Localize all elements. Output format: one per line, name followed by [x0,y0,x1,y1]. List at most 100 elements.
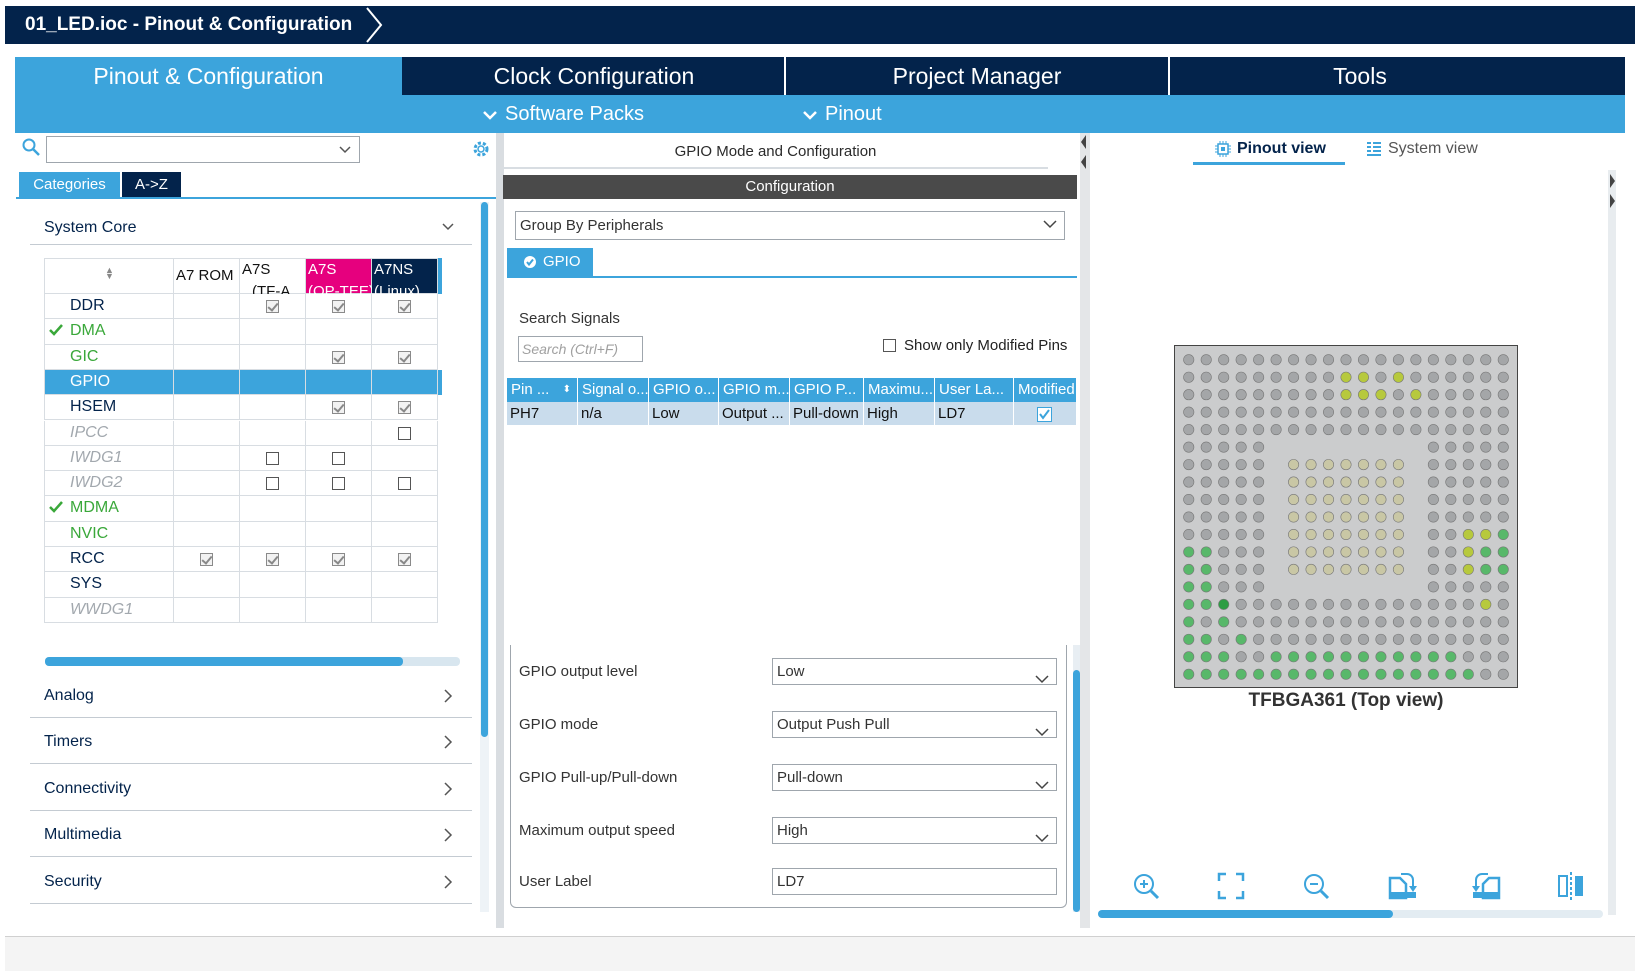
pin-ball[interactable] [1253,546,1265,558]
pin-ball[interactable] [1445,441,1457,453]
pin-ball[interactable] [1357,476,1369,488]
pin-ball[interactable] [1235,511,1247,523]
chevron-right-icon[interactable] [444,689,453,708]
grid-cell[interactable] [240,294,306,320]
pin-ball[interactable] [1270,406,1282,418]
pin-ball[interactable] [1462,616,1474,628]
pin-ball[interactable] [1235,459,1247,471]
pin-ball[interactable] [1200,494,1212,506]
pin-ball[interactable] [1375,563,1387,575]
pin-ball[interactable] [1270,668,1282,680]
pin-ball[interactable] [1410,371,1422,383]
grid-cell[interactable] [372,369,438,396]
pin-ball[interactable] [1480,598,1492,610]
grid-cell[interactable] [174,496,240,522]
pin-ball[interactable] [1183,668,1195,680]
pin-ball[interactable] [1305,511,1317,523]
pin-ball[interactable] [1305,459,1317,471]
pin-ball[interactable] [1218,528,1230,540]
pin-ball[interactable] [1183,511,1195,523]
pin-ball[interactable] [1445,651,1457,663]
pin-ball[interactable] [1288,494,1300,506]
pin-ball[interactable] [1270,424,1282,436]
category-security[interactable]: Security [44,873,102,890]
pin-ball[interactable] [1497,354,1509,366]
checked-checkbox[interactable] [332,300,345,313]
pin-ball[interactable] [1323,633,1335,645]
chevron-down-icon[interactable] [442,223,454,231]
pin-ball[interactable] [1305,494,1317,506]
pin-ball[interactable] [1462,476,1474,488]
category-multimedia[interactable]: Multimedia [44,826,122,843]
checked-checkbox[interactable] [332,553,345,566]
grid-cell[interactable] [240,547,306,573]
pin-ball[interactable] [1445,616,1457,628]
pin-ball[interactable] [1235,371,1247,383]
pin-ball[interactable] [1375,354,1387,366]
pin-ball[interactable] [1253,511,1265,523]
pin-ball[interactable] [1183,494,1195,506]
pin-ball[interactable] [1288,389,1300,401]
pin-ball[interactable] [1427,616,1439,628]
pin-ball[interactable] [1200,441,1212,453]
pin-ball[interactable] [1445,668,1457,680]
pin-ball[interactable] [1288,511,1300,523]
grid-cell[interactable] [240,445,306,472]
pin-ball[interactable] [1323,668,1335,680]
pin-ball[interactable] [1218,511,1230,523]
pin-ball[interactable] [1427,406,1439,418]
pin-ball[interactable] [1462,633,1474,645]
grid-row-name[interactable]: IWDG1 [44,445,174,472]
pin-ball[interactable] [1200,651,1212,663]
category-search-combo[interactable] [46,136,360,163]
rotate-left-icon[interactable] [1472,872,1502,900]
pin-ball[interactable] [1183,581,1195,593]
pin-ball[interactable] [1218,389,1230,401]
pin-ball[interactable] [1253,389,1265,401]
pin-ball[interactable] [1340,651,1352,663]
tab-gpio[interactable]: GPIO [507,248,593,276]
pin-ball[interactable] [1445,424,1457,436]
grid-cell[interactable] [306,445,372,472]
column-header[interactable]: User La... [935,378,1014,402]
pin-ball[interactable] [1323,389,1335,401]
pin-ball[interactable] [1427,441,1439,453]
pin-ball[interactable] [1340,424,1352,436]
pin-ball[interactable] [1392,494,1404,506]
pin-ball[interactable] [1480,546,1492,558]
group-by-select[interactable]: Group By Peripherals [515,211,1065,240]
pin-ball[interactable] [1375,528,1387,540]
pin-ball[interactable] [1340,406,1352,418]
pin-ball[interactable] [1323,528,1335,540]
pin-ball[interactable] [1410,616,1422,628]
pin-ball[interactable] [1218,598,1230,610]
collapse-right-icon[interactable] [1608,172,1616,212]
pin-ball[interactable] [1340,371,1352,383]
pin-ball[interactable] [1480,354,1492,366]
checked-checkbox[interactable] [266,553,279,566]
pin-ball[interactable] [1340,668,1352,680]
grid-cell[interactable] [240,369,306,396]
pin-ball[interactable] [1480,633,1492,645]
pin-ball[interactable] [1392,406,1404,418]
pin-ball[interactable] [1305,371,1317,383]
grid-header-column[interactable]: A7S (OP-TEE) [306,258,374,300]
pin-ball[interactable] [1288,563,1300,575]
pin-ball[interactable] [1218,494,1230,506]
checked-checkbox[interactable] [200,553,213,566]
pin-ball[interactable] [1270,371,1282,383]
category-connectivity[interactable]: Connectivity [44,780,132,797]
chip-package[interactable] [1174,345,1518,688]
pin-ball[interactable] [1235,633,1247,645]
pin-ball[interactable] [1462,528,1474,540]
pin-ball[interactable] [1357,528,1369,540]
pin-ball[interactable] [1410,633,1422,645]
grid-cell[interactable] [174,572,240,598]
pin-ball[interactable] [1200,389,1212,401]
pin-ball[interactable] [1183,354,1195,366]
pin-ball[interactable] [1375,389,1387,401]
pin-ball[interactable] [1288,668,1300,680]
table-cell[interactable]: LD7 [935,402,1014,425]
pin-ball[interactable] [1427,633,1439,645]
pin-ball[interactable] [1427,581,1439,593]
